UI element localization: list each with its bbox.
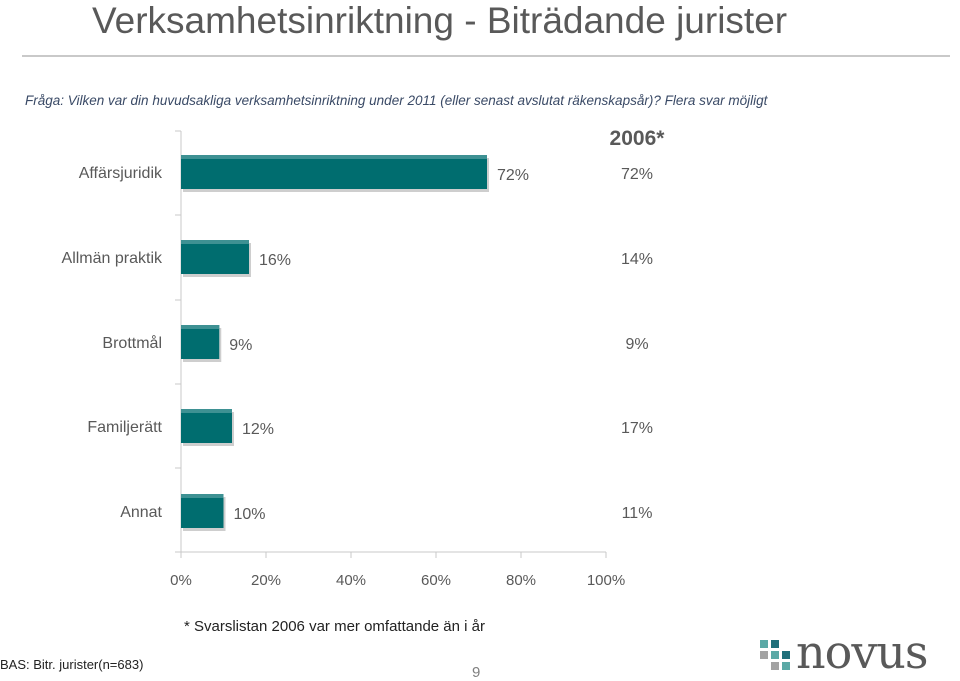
bar-highlight [181, 494, 224, 498]
logo-mark-icon [760, 640, 790, 670]
x-tick-label: 20% [251, 572, 281, 589]
bar-highlight [181, 325, 220, 329]
comparison-value: 9% [625, 336, 648, 353]
comparison-value: 17% [621, 420, 653, 437]
logo-square [771, 640, 779, 648]
category-label: Familjerätt [87, 419, 162, 436]
bar-series [181, 155, 489, 531]
question-text: Fråga: Vilken var din huvudsakliga verks… [25, 93, 768, 108]
data-label: 12% [242, 421, 274, 438]
logo-square [760, 640, 768, 648]
category-label: Brottmål [102, 334, 162, 352]
x-tick-label: 100% [587, 572, 625, 589]
logo-square [782, 651, 790, 659]
bar-highlight [181, 409, 232, 413]
bar-4 [181, 494, 224, 528]
page-title: Verksamhetsinriktning - Biträdande juris… [92, 0, 788, 41]
category-label: Affärsjuridik [79, 165, 163, 182]
comparison-value: 14% [621, 251, 653, 268]
logo-wordmark: novus [796, 625, 929, 679]
chart-labels: 0% 20% 40% 60% 80% 100% Affärsjuridik 72% 72% All… [62, 127, 666, 589]
logo-square [771, 662, 779, 670]
page-number: 9 [472, 664, 481, 681]
bar-chart: 0% 20% 40% 60% 80% 100% Affärsjuridik 72% 72% All… [62, 127, 666, 589]
comparison-value: 72% [621, 166, 653, 183]
bar-highlight [181, 240, 249, 244]
data-label: 16% [259, 252, 291, 269]
logo-square [782, 662, 790, 670]
footnote: * Svarslistan 2006 var mer omfattande än… [184, 618, 485, 635]
bar-2 [181, 325, 220, 359]
x-tick-label: 80% [506, 572, 536, 589]
comparison-title: 2006* [610, 127, 666, 150]
logo-square [771, 651, 779, 659]
x-tick-label: 0% [170, 572, 192, 589]
novus-logo: novus [760, 625, 960, 679]
title-divider [22, 55, 950, 57]
bar-highlight [181, 155, 487, 159]
bar-0 [181, 155, 487, 189]
base-note: BAS: Bitr. jurister(n=683) [0, 657, 144, 672]
category-label: Annat [120, 504, 162, 521]
x-tick-label: 60% [421, 572, 451, 589]
x-tick-label: 40% [336, 572, 366, 589]
bar-3 [181, 409, 232, 443]
category-label: Allmän praktik [62, 250, 163, 267]
comparison-value: 11% [622, 505, 653, 522]
data-label: 9% [229, 337, 252, 354]
data-label: 72% [497, 167, 529, 184]
bar-1 [181, 240, 249, 274]
data-label: 10% [234, 506, 266, 523]
logo-square [760, 651, 768, 659]
